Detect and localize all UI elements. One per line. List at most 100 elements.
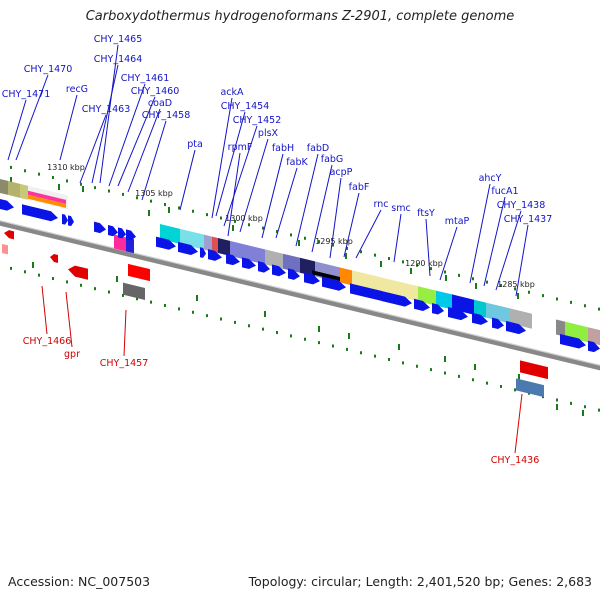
upper-scale-dot [80, 182, 82, 186]
forward-gene-arrow [62, 213, 68, 225]
upper-scale-dot [556, 297, 558, 301]
reverse-gene-band [2, 243, 8, 255]
lower-scale-dot [234, 320, 236, 324]
track-a-band [0, 179, 8, 195]
track-a-band [114, 234, 126, 252]
upper-scale-dot [486, 280, 488, 284]
forward-gene-arrow [200, 247, 206, 258]
major-tick [517, 293, 519, 299]
gene-label: CHY_1452 [233, 115, 282, 126]
leader-line [141, 120, 167, 201]
track-a-band [418, 286, 436, 306]
major-tick [475, 283, 477, 289]
gene-label: CHY_1458 [142, 110, 191, 121]
forward-gene-arrow [304, 272, 320, 285]
leader-line [91, 64, 119, 184]
lower-scale-dot [276, 331, 278, 335]
upper-scale-dot [136, 196, 138, 200]
upper-scale-dot [402, 260, 404, 264]
track-a-band [28, 194, 66, 208]
scale-label: 1300 kbp [225, 214, 263, 223]
leader-line [65, 291, 73, 348]
gene-label: fabH [272, 143, 294, 154]
upper-scale-dot [150, 199, 152, 203]
forward-gene-arrow [472, 312, 488, 325]
upper-scale-dot [318, 240, 320, 244]
gene-label: CHY_1454 [221, 101, 270, 112]
gene-label: CHY_1438 [497, 200, 546, 211]
lower-scale-dot [248, 324, 250, 328]
leader-line [515, 224, 529, 297]
leader-line [239, 138, 269, 233]
forward-gene-arrow [560, 333, 586, 349]
leader-line [227, 152, 241, 237]
lower-scale-dot [10, 266, 12, 270]
major-tick [196, 295, 198, 301]
lower-scale-dot [402, 361, 404, 365]
lower-scale-dot [444, 371, 446, 375]
upper-scale-dot [388, 257, 390, 261]
major-tick [148, 210, 150, 216]
track-a-band [218, 238, 230, 256]
track-a-band [556, 319, 565, 337]
upper-scale-dot [584, 304, 586, 308]
gene-label: CHY_1466 [23, 336, 72, 347]
reverse-gene-band [520, 360, 548, 380]
forward-gene-arrow [350, 283, 412, 307]
upper-scale-dot [598, 307, 600, 311]
leader-line [355, 209, 382, 259]
gene-label: CHY_1436 [491, 455, 540, 466]
scale-dots [10, 165, 600, 416]
upper-scale-dot [66, 179, 68, 183]
forward-gene-arrow [258, 261, 270, 273]
forward-gene-arrow [492, 317, 504, 330]
upper-scale-dot [472, 277, 474, 281]
track-a-band [474, 299, 486, 318]
forward-gene-arrow [22, 204, 58, 222]
upper-scale-dot [416, 263, 418, 267]
major-tick [58, 184, 60, 190]
leader-line [179, 149, 196, 211]
upper-scale-dot [192, 209, 194, 213]
major-tick [398, 344, 400, 350]
track-a-band [352, 270, 418, 302]
upper-scale-dot [570, 300, 572, 304]
lower-scale-dot [584, 405, 586, 409]
track-a-band [588, 327, 600, 346]
upper-scale-dot [24, 169, 26, 173]
forward-gene-arrow [126, 229, 136, 241]
leader-line [329, 177, 342, 259]
lower-scale-dot [472, 378, 474, 382]
leader-line [117, 96, 156, 187]
lower-scale-dot [136, 297, 138, 301]
major-tick [380, 261, 382, 267]
upper-scale-dot [234, 219, 236, 223]
lower-scale-dot [122, 293, 124, 297]
forward-gene-arrow [226, 253, 240, 266]
lower-scale-dot [430, 368, 432, 372]
page-title: Carboxydothermus hydrogenoformans Z-2901… [85, 9, 515, 24]
upper-scale-dot [276, 230, 278, 234]
track-a-band [20, 183, 28, 200]
track-a-band [283, 253, 300, 273]
lower-scale-dot [556, 398, 558, 402]
gene-label: CHY_1437 [504, 214, 553, 225]
forward-gene-arrow [414, 298, 430, 311]
gene-label: ftsY [417, 208, 435, 219]
lower-scale-dot [416, 364, 418, 368]
major-tick [348, 333, 350, 339]
forward-gene-arrow [108, 225, 118, 237]
lower-scale-dot [500, 385, 502, 388]
forward-gene-arrow [272, 264, 286, 277]
upper-scale-dot [444, 270, 446, 274]
major-tick [264, 311, 266, 317]
major-tick [168, 207, 170, 213]
leader-line [295, 153, 319, 247]
leader-line [439, 226, 458, 281]
gene-labels: CHY_1465 CHY_1464 CHY_1470 CHY_1471 recG CHY_… [2, 34, 553, 466]
track-a-band [265, 249, 283, 269]
lower-scale-dot [318, 341, 320, 345]
upper-scale-dot [360, 250, 362, 254]
leader-line [393, 213, 402, 263]
